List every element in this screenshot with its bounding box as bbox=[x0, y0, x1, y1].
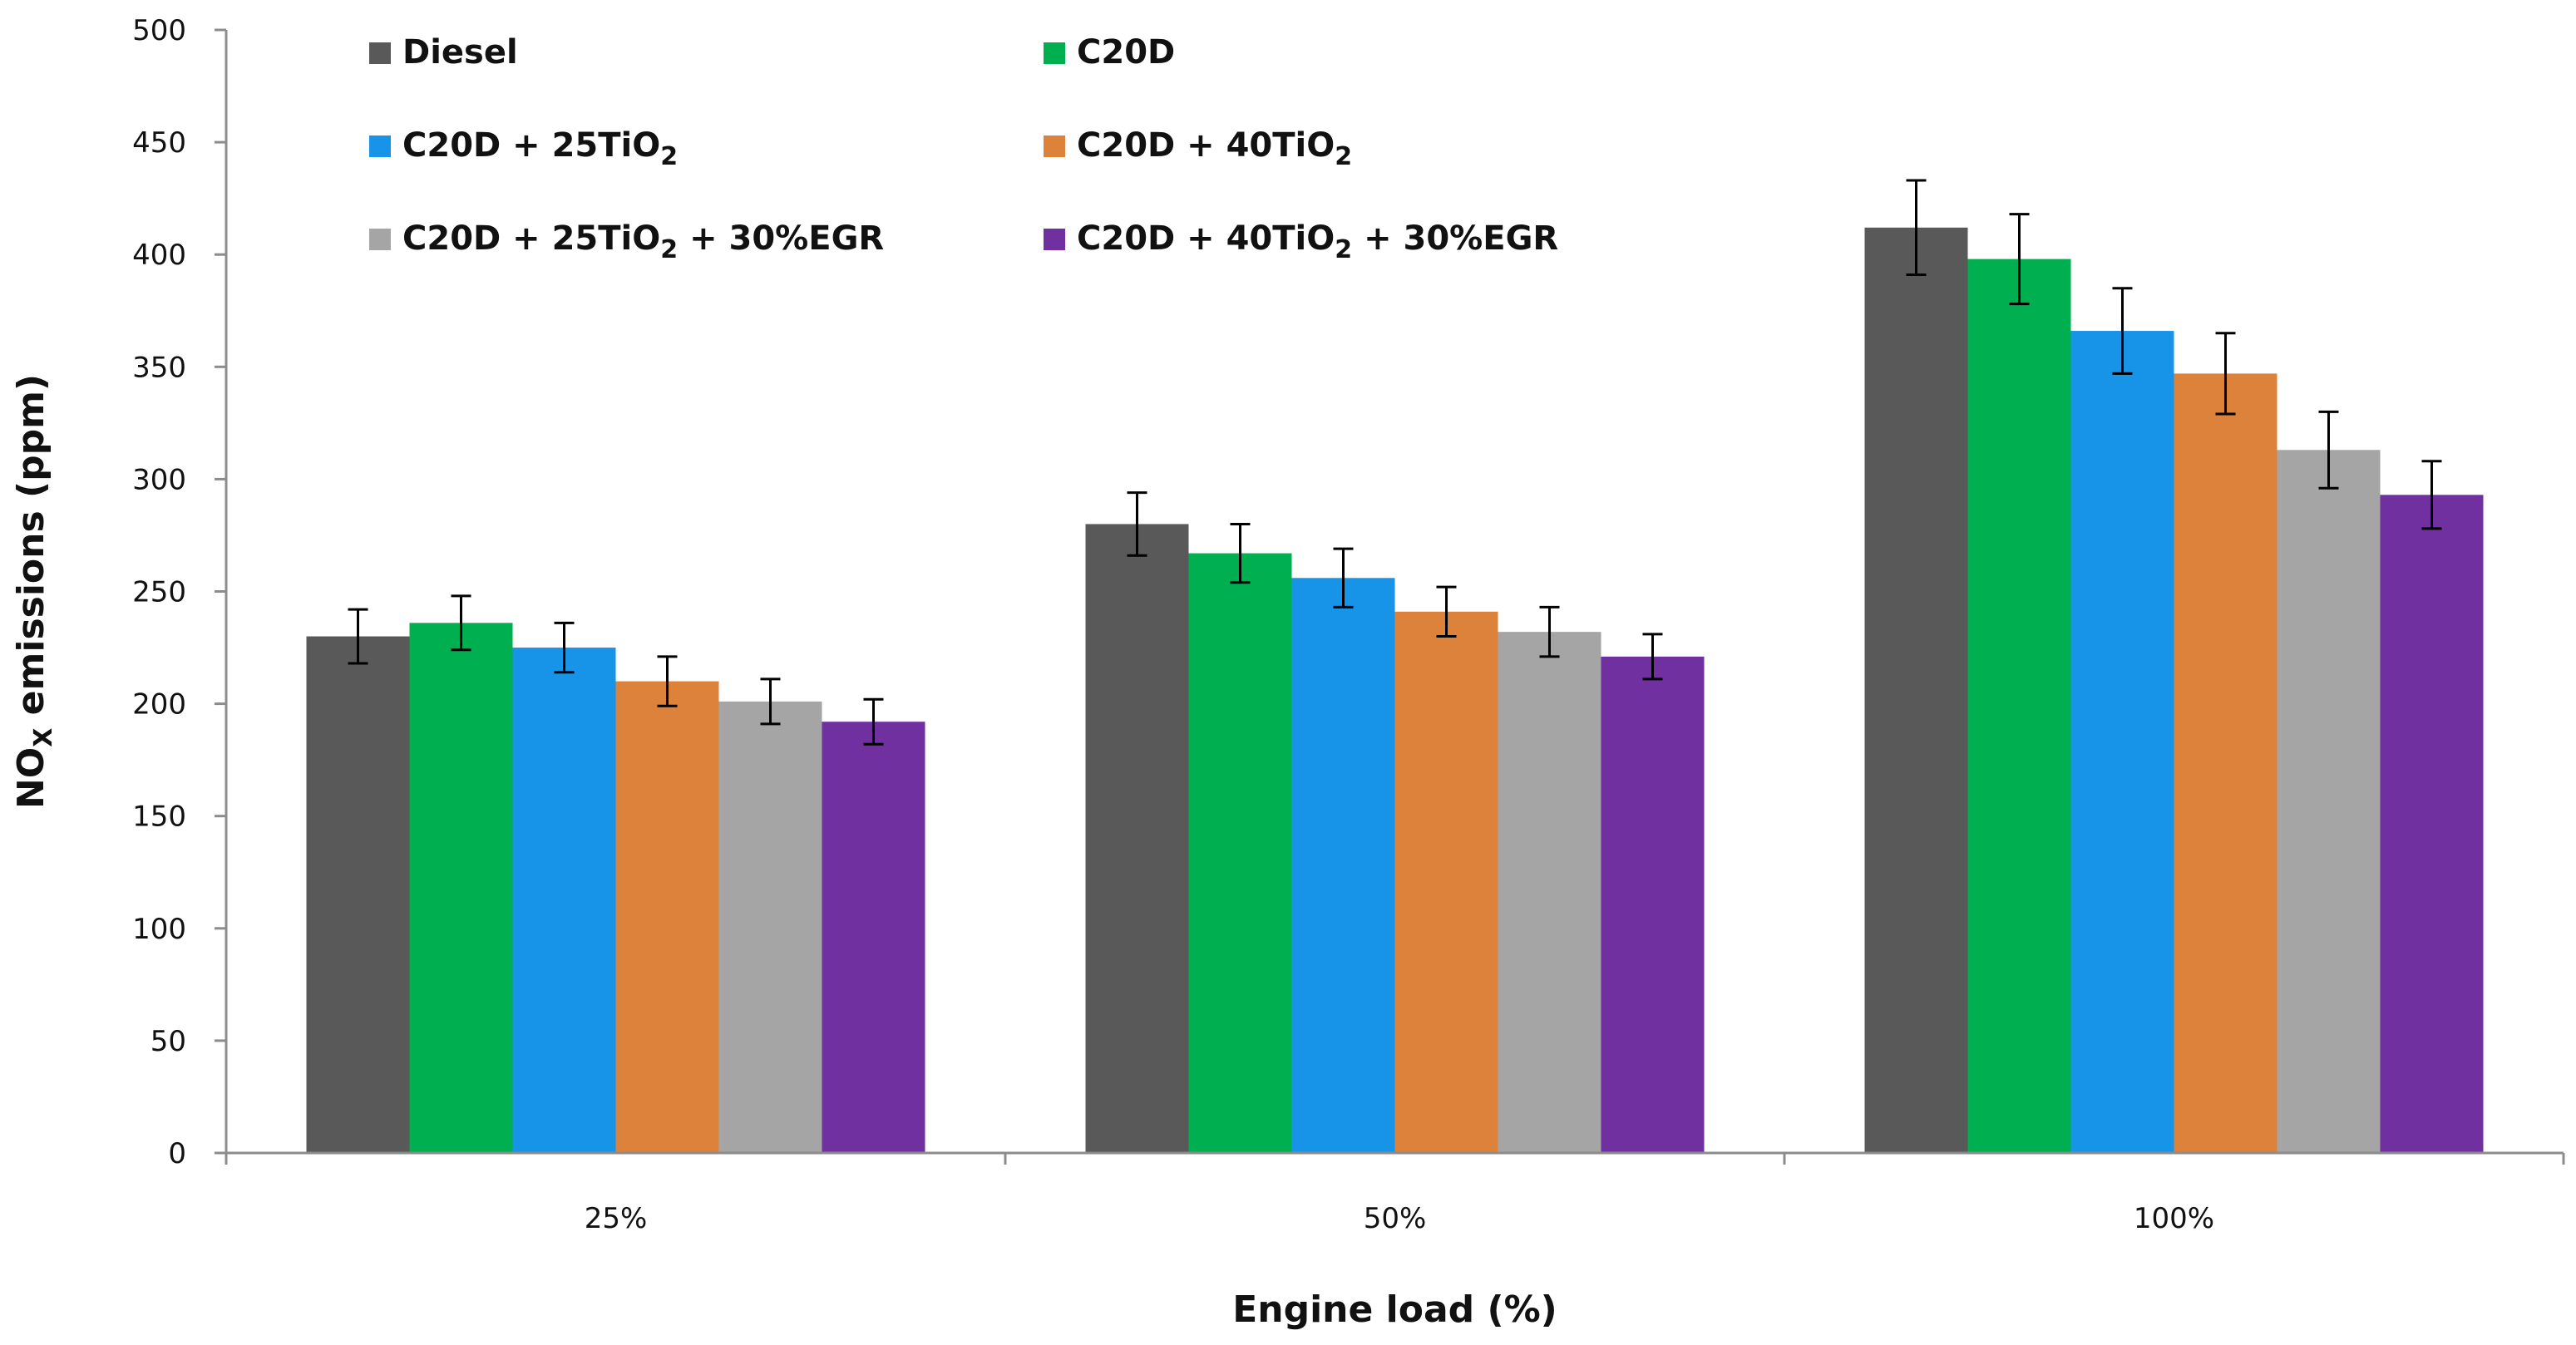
legend-label: C20D + 40TiO2 + 30%EGR bbox=[1077, 219, 1558, 264]
bar bbox=[1188, 553, 1292, 1153]
series-group bbox=[409, 213, 2071, 1153]
legend: Diesel C20D C20D + 25TiO2 C20D + 40TiO2 C20D… bbox=[369, 33, 1558, 264]
legend-label: C20D bbox=[1077, 33, 1175, 71]
y-tick-label: 0 bbox=[168, 1137, 186, 1170]
series-group bbox=[822, 460, 2484, 1153]
bar bbox=[409, 623, 513, 1153]
y-tick-label: 50 bbox=[151, 1025, 186, 1058]
legend-swatch bbox=[1044, 229, 1065, 250]
bar bbox=[1498, 632, 1601, 1153]
y-tick-label: 350 bbox=[132, 351, 186, 384]
y-tick-label: 250 bbox=[132, 576, 186, 609]
y-axis-title-main: NO bbox=[10, 747, 52, 809]
x-axis-title: Engine load (%) bbox=[1232, 1288, 1557, 1331]
bar bbox=[2070, 331, 2174, 1153]
series-group bbox=[718, 410, 2381, 1153]
y-tick-label: 300 bbox=[132, 463, 186, 496]
legend-label: C20D + 40TiO2 bbox=[1077, 126, 1352, 171]
plot-area bbox=[306, 179, 2484, 1153]
bar bbox=[615, 681, 719, 1153]
y-axis-ticks: 0 50 100 150 200 250 300 350 400 450 500 bbox=[132, 14, 226, 1170]
y-tick-label: 200 bbox=[132, 688, 186, 722]
legend-item: C20D + 40TiO2 + 30%EGR bbox=[1044, 219, 1558, 264]
y-axis-title: NOX emissions (ppm) bbox=[10, 374, 58, 809]
legend-label: C20D + 25TiO2 + 30%EGR bbox=[402, 219, 884, 264]
legend-swatch bbox=[369, 135, 391, 157]
bar bbox=[2380, 495, 2484, 1153]
legend-label: Diesel bbox=[402, 33, 518, 71]
legend-item: Diesel bbox=[369, 33, 518, 71]
legend-swatch bbox=[369, 42, 391, 64]
legend-item: C20D + 25TiO2 bbox=[369, 126, 678, 171]
legend-swatch bbox=[369, 229, 391, 250]
bar bbox=[2277, 450, 2381, 1153]
legend-item: C20D bbox=[1044, 33, 1175, 71]
y-tick-label: 400 bbox=[132, 239, 186, 272]
bar bbox=[718, 701, 822, 1153]
y-tick-label: 450 bbox=[132, 126, 186, 160]
y-tick-label: 100 bbox=[132, 913, 186, 946]
x-category-label: 100% bbox=[2134, 1202, 2214, 1235]
series-group bbox=[306, 179, 1968, 1153]
series-group bbox=[512, 287, 2174, 1153]
bar bbox=[1291, 578, 1395, 1153]
x-category-label: 25% bbox=[585, 1202, 648, 1235]
bar bbox=[2174, 373, 2277, 1153]
y-tick-label: 150 bbox=[132, 801, 186, 834]
legend-swatch bbox=[1044, 42, 1065, 64]
bar bbox=[1394, 611, 1498, 1153]
legend-label: C20D + 25TiO2 bbox=[402, 126, 678, 171]
bar bbox=[306, 636, 410, 1153]
bar bbox=[822, 722, 925, 1153]
series-group bbox=[615, 332, 2277, 1153]
y-tick-label: 500 bbox=[132, 14, 186, 47]
legend-swatch bbox=[1044, 135, 1065, 157]
y-axis-title-sub: X bbox=[29, 728, 58, 747]
x-axis-categories: 25% 50% 100% bbox=[225, 1153, 2565, 1235]
legend-item: C20D + 25TiO2 + 30%EGR bbox=[369, 219, 884, 264]
y-axis-title-rest: emissions (ppm) bbox=[10, 374, 52, 728]
bar bbox=[512, 648, 616, 1153]
bar bbox=[1864, 227, 1968, 1153]
legend-item: C20D + 40TiO2 bbox=[1044, 126, 1352, 171]
bar bbox=[1601, 656, 1705, 1153]
bar bbox=[1085, 524, 1189, 1153]
bar bbox=[1967, 259, 2071, 1153]
x-category-label: 50% bbox=[1364, 1202, 1427, 1235]
